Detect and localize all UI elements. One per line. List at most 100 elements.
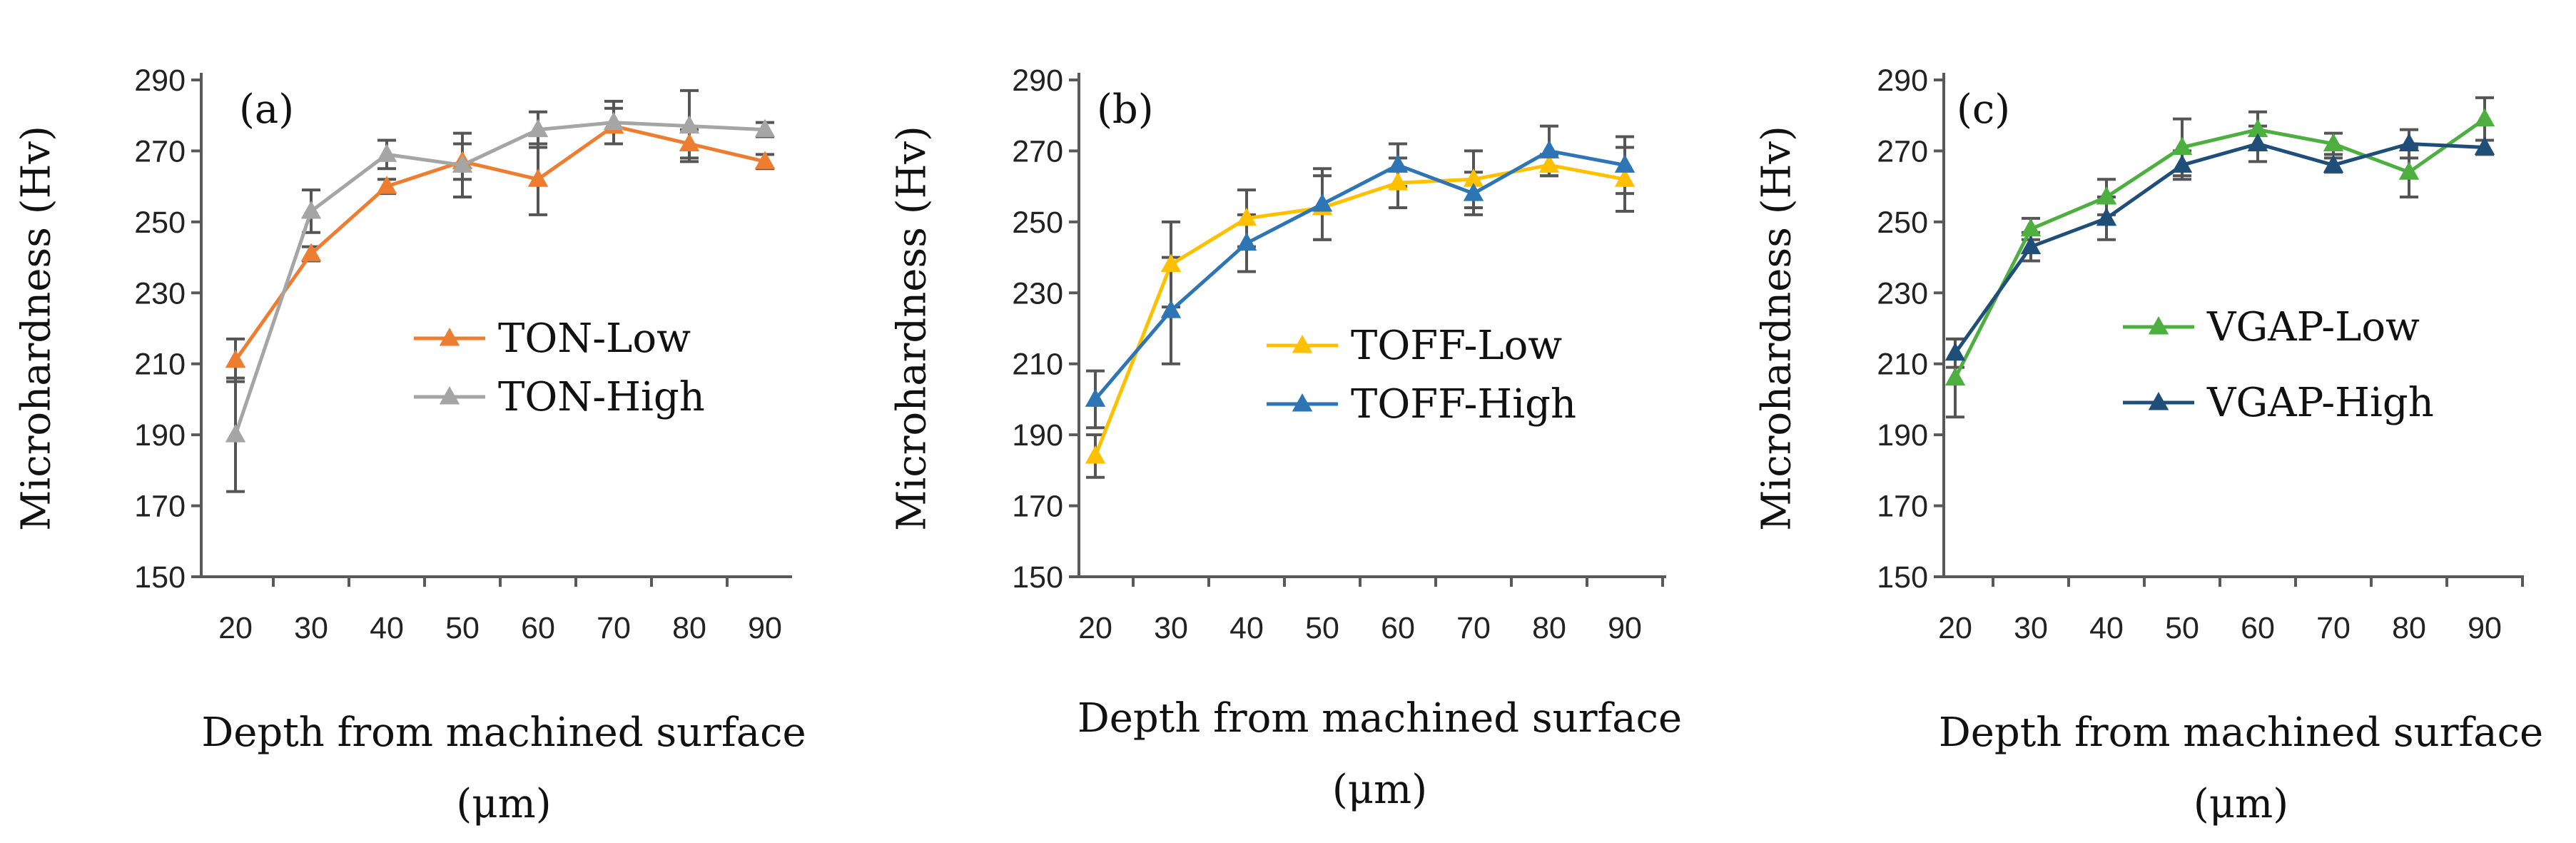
data-point-ton-high <box>527 118 549 138</box>
y-tick-label: 270 <box>1877 134 1928 168</box>
panel-label: (c) <box>1957 86 2010 133</box>
legend-label: VGAP-Low <box>2206 304 2420 350</box>
data-point-vgap-low <box>2171 136 2193 155</box>
data-point-ton-high <box>300 200 322 219</box>
series-line-ton-low <box>233 124 766 362</box>
legend-marker <box>1292 393 1313 412</box>
x-tick-label: 60 <box>521 611 555 645</box>
x-axis-title: Depth from machined surface <box>201 710 806 756</box>
data-point-vgap-high <box>1944 342 1966 361</box>
data-point-toff-low <box>1538 154 1560 173</box>
data-point-vgap-high <box>2247 133 2268 151</box>
x-axis-unit: (μm) <box>456 781 551 827</box>
y-tick-label: 150 <box>134 560 186 595</box>
x-tick-label: 60 <box>2241 611 2275 645</box>
data-point-toff-low <box>1085 445 1106 464</box>
data-point-toff-high <box>1387 154 1409 173</box>
data-point-toff-low <box>1236 207 1257 226</box>
series-line-toff-high <box>1094 148 1626 401</box>
legend-marker <box>439 328 460 346</box>
x-tick-label: 40 <box>370 611 404 645</box>
x-tick-label: 50 <box>1305 611 1339 645</box>
x-tick-label: 80 <box>2392 611 2426 645</box>
x-tick-label: 30 <box>2014 611 2048 645</box>
data-point-ton-high <box>452 154 473 173</box>
x-axis-unit: (μm) <box>2194 781 2288 827</box>
data-point-ton-low <box>527 168 549 187</box>
x-tick-label: 50 <box>2165 611 2199 645</box>
y-tick-label: 250 <box>134 206 186 240</box>
x-tick-label: 80 <box>1532 611 1566 645</box>
y-axis-title: Microhardness (Hv) <box>14 126 60 531</box>
series-line-vgap-low <box>1953 117 2486 379</box>
data-point-vgap-low <box>2398 161 2420 180</box>
data-point-toff-high <box>1538 140 1560 158</box>
data-point-vgap-high <box>2398 133 2420 151</box>
x-tick-label: 40 <box>2089 611 2124 645</box>
legend-label: TON-High <box>498 374 705 420</box>
legend-label: TOFF-High <box>1351 381 1576 428</box>
legend-label: VGAP-High <box>2206 380 2434 426</box>
data-point-ton-low <box>376 176 397 194</box>
x-axis-title: Depth from machined surface <box>1939 710 2543 756</box>
data-point-vgap-high <box>2323 154 2344 173</box>
data-point-vgap-low <box>2247 118 2268 138</box>
legend-label: TON-Low <box>498 316 691 362</box>
series-line-vgap-high <box>1953 141 2485 355</box>
data-point-toff-low <box>1387 172 1409 191</box>
data-point-vgap-high <box>2171 154 2193 173</box>
x-tick-label: 70 <box>1456 611 1491 645</box>
data-point-ton-low <box>754 151 776 169</box>
data-point-vgap-low <box>2096 186 2117 205</box>
y-tick-label: 170 <box>134 490 186 524</box>
y-tick-label: 210 <box>134 348 186 382</box>
x-tick-label: 80 <box>672 611 706 645</box>
x-tick-label: 70 <box>597 611 631 645</box>
x-tick-label: 20 <box>1938 611 1972 645</box>
x-tick-label: 20 <box>218 611 253 645</box>
y-tick-label: 250 <box>1012 206 1063 240</box>
data-point-toff-high <box>1463 183 1484 201</box>
y-tick-label: 190 <box>1877 418 1928 453</box>
x-tick-label: 90 <box>1608 611 1642 645</box>
panel-c: 150 170 190 210 230 250 270 290 20 30 40 50 60 70 80 90… <box>1754 64 2544 827</box>
data-point-vgap-low <box>2323 133 2344 151</box>
legend-marker <box>2148 392 2169 410</box>
data-point-toff-high <box>1160 300 1182 318</box>
data-point-vgap-high <box>2020 236 2042 255</box>
data-point-vgap-high <box>2474 136 2495 155</box>
legend-marker <box>1292 335 1313 353</box>
y-tick-label: 290 <box>134 64 186 98</box>
data-point-vgap-low <box>2020 218 2042 237</box>
panel-b: 150 170 190 210 230 250 270 290 20 30 40 50 60 70 80 90… <box>889 64 1683 813</box>
x-tick-label: 90 <box>2468 611 2502 645</box>
y-tick-label: 230 <box>134 276 186 311</box>
y-tick-label: 190 <box>1012 418 1063 453</box>
data-point-toff-low <box>1160 253 1182 273</box>
x-axis-title: Depth from machined surface <box>1077 695 1682 742</box>
y-tick-label: 270 <box>134 134 186 168</box>
y-tick-label: 210 <box>1877 348 1928 382</box>
y-tick-label: 150 <box>1012 560 1063 595</box>
y-tick-label: 170 <box>1012 490 1063 524</box>
x-tick-label: 50 <box>445 611 480 645</box>
y-axis-title: Microhardness (Hv) <box>889 126 935 531</box>
data-point-toff-low <box>1614 168 1636 187</box>
data-point-ton-high <box>376 143 397 162</box>
y-tick-label: 250 <box>1877 206 1928 240</box>
legend-marker <box>439 386 460 405</box>
data-point-ton-high <box>603 111 624 131</box>
data-point-ton-high <box>679 115 700 134</box>
y-tick-label: 210 <box>1012 348 1063 382</box>
data-point-ton-low <box>679 133 700 151</box>
x-axis-unit: (μm) <box>1332 767 1427 813</box>
x-tick-label: 30 <box>294 611 328 645</box>
data-point-ton-high <box>225 424 246 443</box>
data-point-toff-low <box>1463 168 1484 187</box>
x-tick-label: 30 <box>1154 611 1188 645</box>
series-line-toff-low <box>1093 163 1626 457</box>
data-point-ton-low <box>300 243 322 262</box>
series-line-ton-high <box>233 121 766 435</box>
x-tick-label: 60 <box>1381 611 1415 645</box>
